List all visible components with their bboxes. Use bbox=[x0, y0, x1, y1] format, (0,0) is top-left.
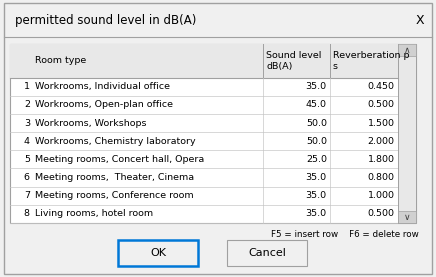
Text: Living rooms, hotel room: Living rooms, hotel room bbox=[35, 209, 153, 218]
FancyBboxPatch shape bbox=[10, 44, 416, 223]
Text: 3: 3 bbox=[24, 119, 30, 127]
Text: 35.0: 35.0 bbox=[306, 191, 327, 200]
Text: Sound level
dB(A): Sound level dB(A) bbox=[266, 51, 321, 71]
Text: 0.800: 0.800 bbox=[368, 173, 395, 182]
Text: 50.0: 50.0 bbox=[306, 137, 327, 146]
Text: Workrooms, Open-plan office: Workrooms, Open-plan office bbox=[35, 100, 173, 109]
FancyBboxPatch shape bbox=[118, 240, 198, 266]
Text: F5 = insert row    F6 = delete row: F5 = insert row F6 = delete row bbox=[271, 230, 419, 238]
FancyBboxPatch shape bbox=[10, 44, 398, 78]
Text: 35.0: 35.0 bbox=[306, 209, 327, 218]
Text: 1.500: 1.500 bbox=[368, 119, 395, 127]
Text: Workrooms, Individual office: Workrooms, Individual office bbox=[35, 82, 170, 91]
Text: 2.000: 2.000 bbox=[368, 137, 395, 146]
Text: Meeting rooms, Conference room: Meeting rooms, Conference room bbox=[35, 191, 194, 200]
FancyBboxPatch shape bbox=[4, 3, 432, 274]
Text: Meeting rooms, Concert hall, Opera: Meeting rooms, Concert hall, Opera bbox=[35, 155, 204, 164]
Text: 35.0: 35.0 bbox=[306, 173, 327, 182]
Text: 5: 5 bbox=[24, 155, 30, 164]
FancyBboxPatch shape bbox=[398, 44, 416, 223]
Text: 8: 8 bbox=[24, 209, 30, 218]
Text: 50.0: 50.0 bbox=[306, 119, 327, 127]
Text: 25.0: 25.0 bbox=[306, 155, 327, 164]
Text: 7: 7 bbox=[24, 191, 30, 200]
Text: Workrooms, Chemistry laboratory: Workrooms, Chemistry laboratory bbox=[35, 137, 196, 146]
Text: 0.450: 0.450 bbox=[368, 82, 395, 91]
Text: OK: OK bbox=[150, 248, 166, 258]
Text: Workrooms, Workshops: Workrooms, Workshops bbox=[35, 119, 146, 127]
FancyBboxPatch shape bbox=[398, 44, 416, 56]
Text: 45.0: 45.0 bbox=[306, 100, 327, 109]
Text: ∧: ∧ bbox=[404, 46, 411, 55]
Text: permitted sound level in dB(A): permitted sound level in dB(A) bbox=[15, 14, 197, 27]
FancyBboxPatch shape bbox=[398, 211, 416, 223]
Text: Meeting rooms,  Theater, Cinema: Meeting rooms, Theater, Cinema bbox=[35, 173, 194, 182]
Text: Cancel: Cancel bbox=[248, 248, 286, 258]
Text: ∨: ∨ bbox=[404, 213, 411, 222]
Text: 35.0: 35.0 bbox=[306, 82, 327, 91]
Text: 0.500: 0.500 bbox=[368, 209, 395, 218]
Text: 2: 2 bbox=[24, 100, 30, 109]
Text: X: X bbox=[416, 14, 424, 27]
Text: Reverberation p
s: Reverberation p s bbox=[333, 51, 409, 71]
Text: Room type: Room type bbox=[35, 57, 86, 65]
Text: 1.000: 1.000 bbox=[368, 191, 395, 200]
Text: 6: 6 bbox=[24, 173, 30, 182]
Text: 0.500: 0.500 bbox=[368, 100, 395, 109]
Text: 4: 4 bbox=[24, 137, 30, 146]
FancyBboxPatch shape bbox=[227, 240, 307, 266]
Text: 1.800: 1.800 bbox=[368, 155, 395, 164]
Text: 1: 1 bbox=[24, 82, 30, 91]
